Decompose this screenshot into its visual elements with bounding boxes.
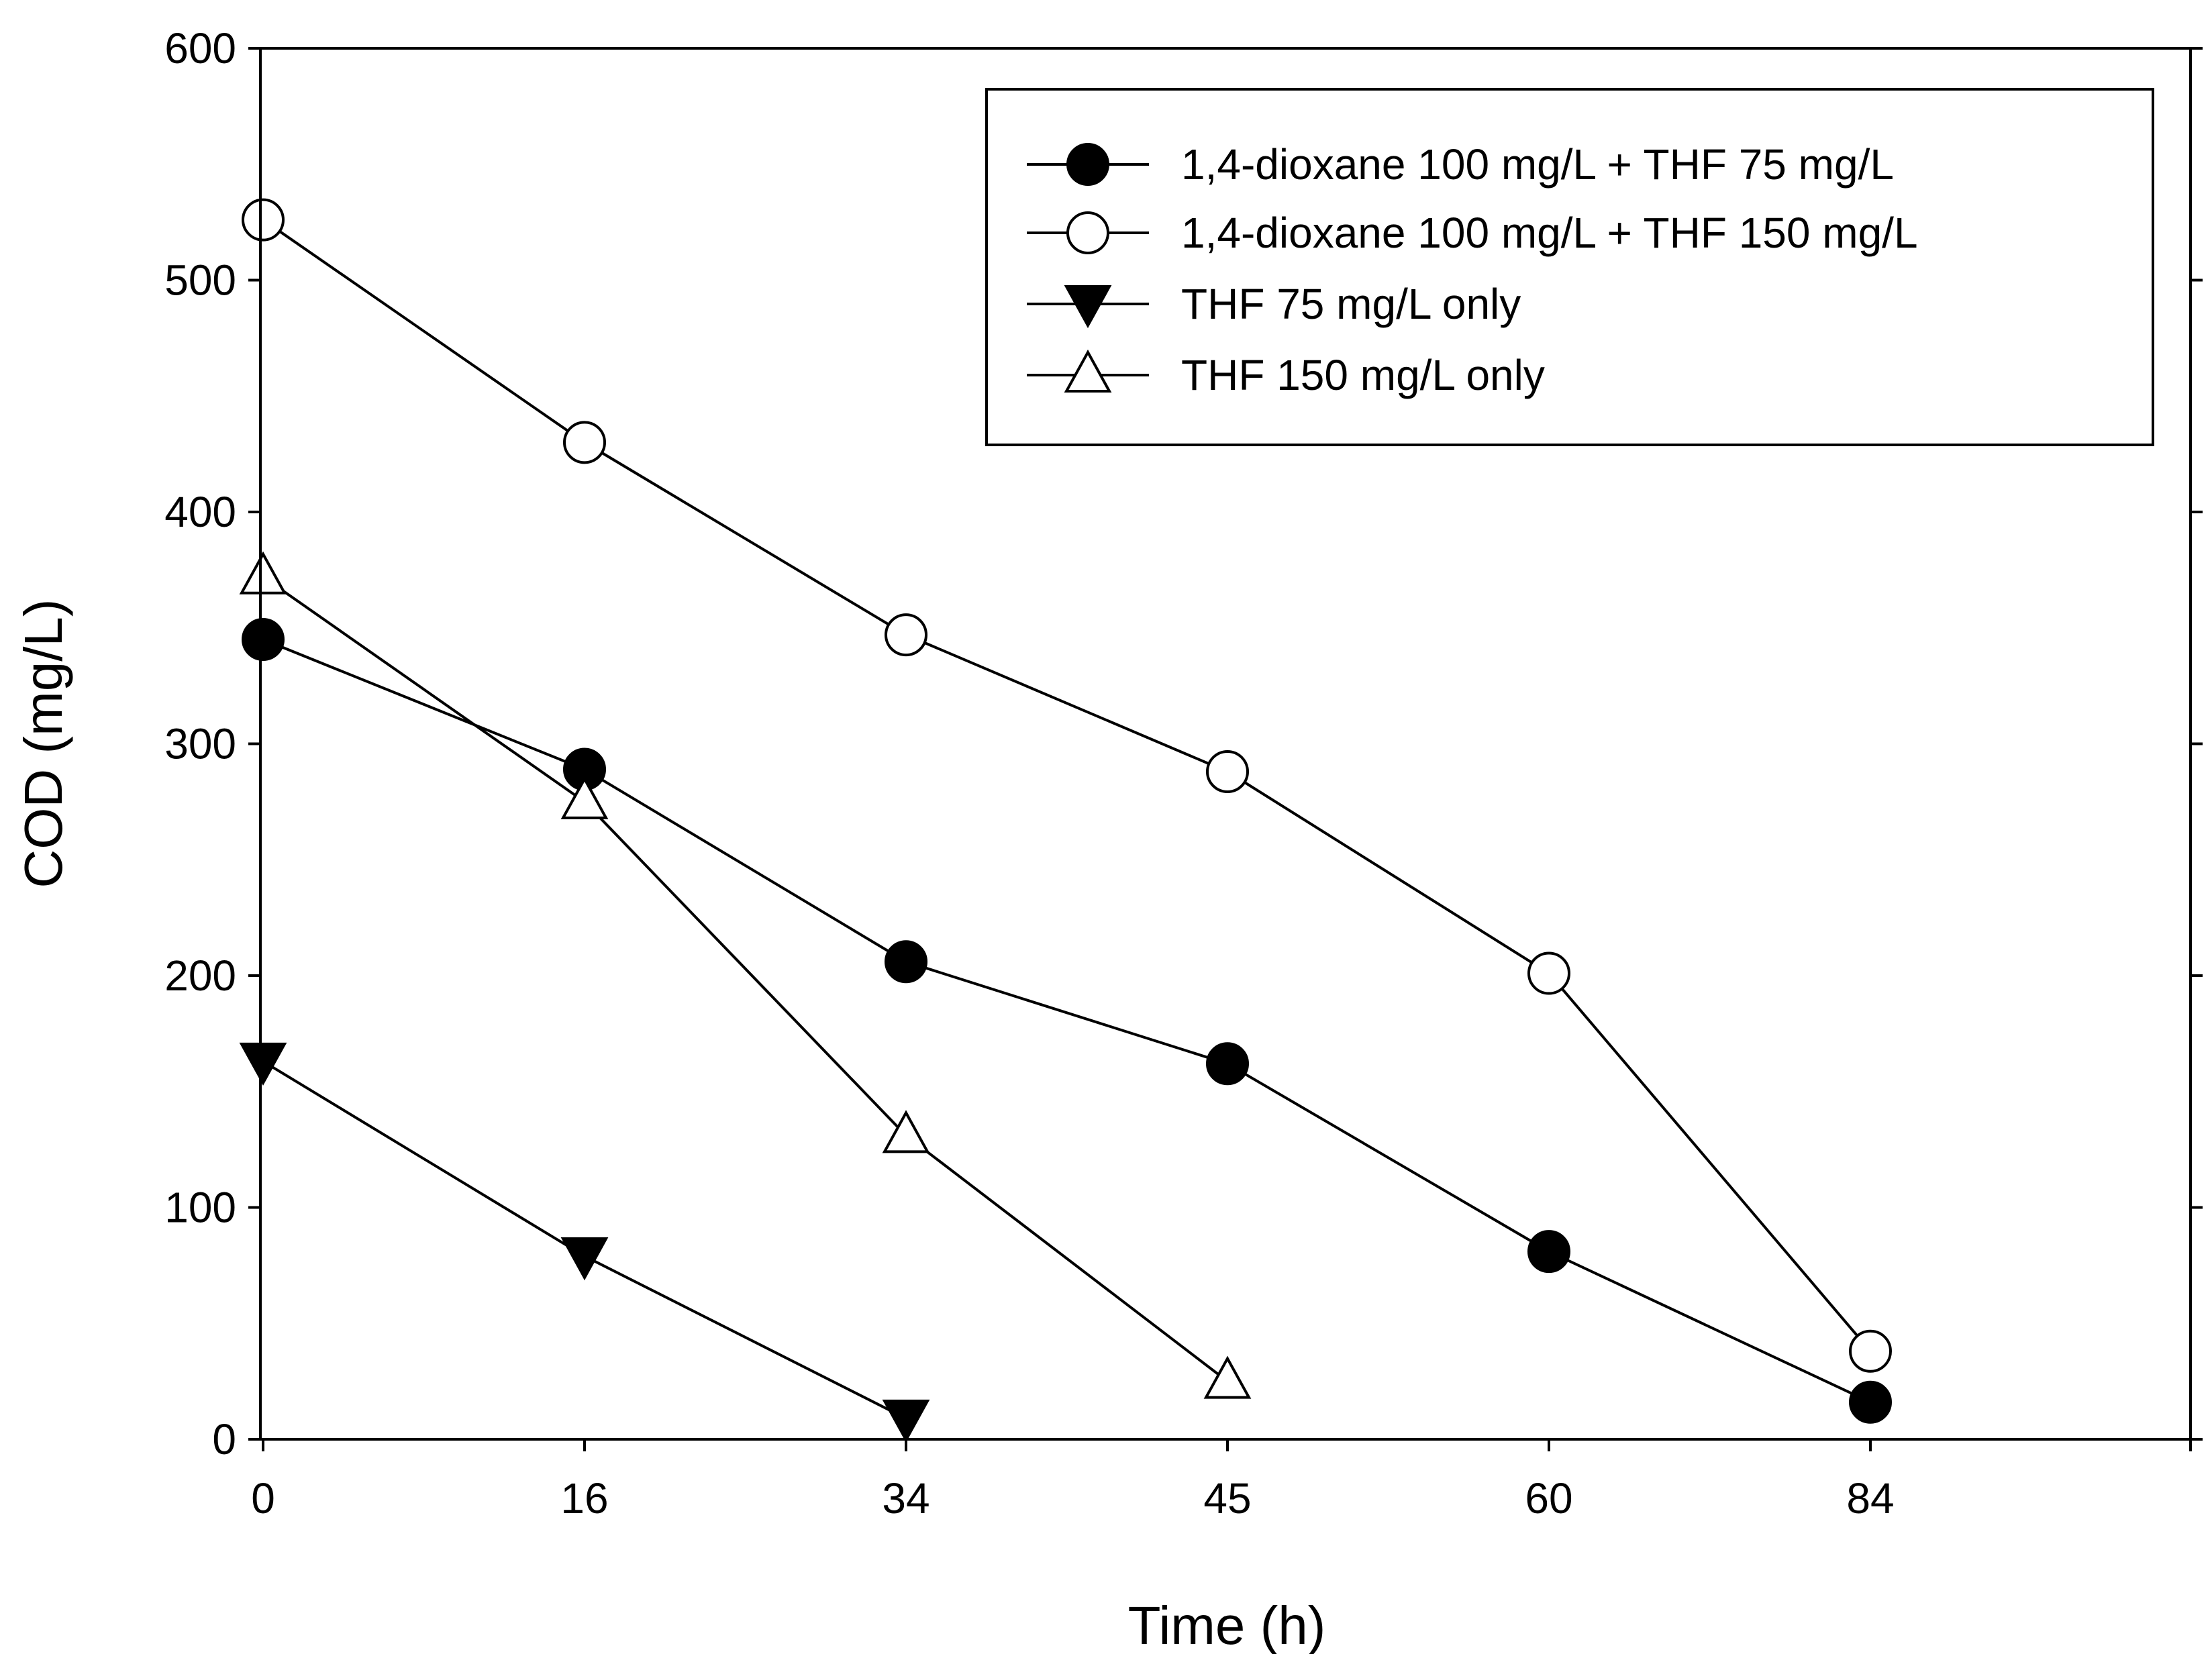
legend: 1,4-dioxane 100 mg/L + THF 75 mg/L 1,4-di… xyxy=(985,88,2154,446)
x-tick-label: 16 xyxy=(560,1474,608,1522)
y-tick-label: 500 xyxy=(164,256,236,305)
y-tick-label: 200 xyxy=(164,951,236,1000)
legend-marker xyxy=(1066,211,1109,254)
series-2 xyxy=(242,198,1892,1373)
data-point xyxy=(882,1399,930,1443)
data-point xyxy=(885,613,927,657)
data-point xyxy=(560,1237,609,1281)
legend-marker xyxy=(1066,143,1109,186)
legend-entry-2: 1,4-dioxane 100 mg/L + THF 150 mg/L xyxy=(1027,209,1918,257)
series-4 xyxy=(239,551,1252,1399)
y-tick-label: 600 xyxy=(164,24,236,72)
data-point xyxy=(239,1042,287,1086)
legend-label: THF 150 mg/L only xyxy=(1181,351,1545,399)
legend-entry-4: THF 150 mg/L only xyxy=(1027,349,1545,399)
x-tick-label: 0 xyxy=(251,1474,275,1522)
data-point xyxy=(1203,1355,1252,1399)
data-point xyxy=(1206,1042,1249,1086)
data-point xyxy=(1849,1380,1892,1424)
legend-entry-1: 1,4-dioxane 100 mg/L + THF 75 mg/L xyxy=(1027,140,1894,189)
data-point xyxy=(563,421,606,464)
series-line xyxy=(262,638,1871,1404)
legend-marker xyxy=(1064,285,1112,329)
data-point xyxy=(882,1110,930,1153)
data-point xyxy=(1206,750,1249,793)
data-point xyxy=(1527,951,1570,995)
data-series xyxy=(239,198,1892,1443)
x-tick-label: 45 xyxy=(1203,1474,1251,1522)
x-tick-label: 84 xyxy=(1846,1474,1894,1522)
series-3 xyxy=(239,1042,930,1443)
plot-frame xyxy=(259,47,2192,1441)
y-axis-title: COD (mg/L) xyxy=(13,599,73,888)
data-point xyxy=(1849,1329,1892,1373)
legend-entry-3: THF 75 mg/L only xyxy=(1027,280,1521,329)
data-point xyxy=(560,776,609,819)
data-point xyxy=(1527,1230,1570,1274)
series-line xyxy=(262,576,1229,1383)
series-1 xyxy=(242,618,1892,1424)
data-point xyxy=(242,198,285,242)
data-point xyxy=(242,618,285,662)
legend-label: 1,4-dioxane 100 mg/L + THF 75 mg/L xyxy=(1181,140,1894,189)
y-tick-label: 400 xyxy=(164,488,236,536)
y-tick-label: 0 xyxy=(212,1415,236,1463)
series-line xyxy=(262,219,1872,1353)
data-point xyxy=(885,940,927,984)
axis-ticks: 0 100 200 300 400 500 600 0 16 34 45 60 84 xyxy=(164,24,2203,1522)
x-tick-label: 34 xyxy=(882,1474,929,1522)
x-tick-label: 60 xyxy=(1525,1474,1572,1522)
x-axis-title: Time (h) xyxy=(1128,1596,1326,1654)
y-tick-label: 300 xyxy=(164,720,236,768)
legend-marker xyxy=(1064,349,1112,393)
legend-box xyxy=(985,88,2154,446)
data-point xyxy=(239,551,287,595)
legend-label: 1,4-dioxane 100 mg/L + THF 150 mg/L xyxy=(1181,209,1918,257)
y-tick-label: 100 xyxy=(164,1184,236,1232)
legend-label: THF 75 mg/L only xyxy=(1181,280,1521,328)
